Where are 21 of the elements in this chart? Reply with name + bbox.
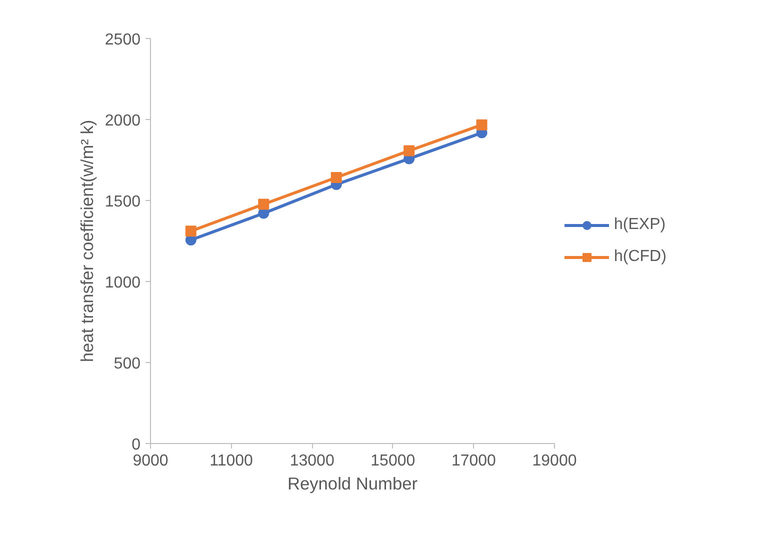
point xyxy=(330,172,342,183)
y-axis-title: heat transfer coefficient(w/m² k) xyxy=(76,120,97,362)
x-tick-label: 19000 xyxy=(532,452,577,470)
point xyxy=(258,198,270,210)
legend-label: h(CFD) xyxy=(614,248,666,266)
y-tick-label: 1500 xyxy=(104,194,141,210)
point xyxy=(476,119,488,130)
y-tick-label: 2500 xyxy=(104,32,141,48)
point xyxy=(404,145,415,156)
x-tick-label: 13000 xyxy=(290,452,334,470)
y-tick-label: 1000 xyxy=(104,274,141,292)
point xyxy=(185,226,196,237)
x-tick-label: 9000 xyxy=(132,452,168,470)
y-tick-label: 0 xyxy=(132,436,141,454)
x-tick-label: 15000 xyxy=(370,452,416,470)
legend-label: h(EXP) xyxy=(614,216,666,234)
x-tick-label: 11000 xyxy=(210,452,254,470)
y-tick-label: 500 xyxy=(114,356,141,372)
x-axis-title: Reynold Number xyxy=(287,474,418,494)
x-tick-label: 17000 xyxy=(451,452,496,470)
y-tick-label: 2000 xyxy=(104,112,141,130)
